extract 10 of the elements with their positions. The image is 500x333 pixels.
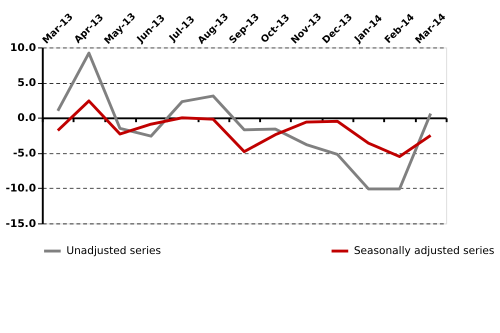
line-series [56, 99, 432, 158]
y-tick-label: 10.0 [10, 42, 36, 54]
y-tick-label: 5.0 [17, 77, 36, 89]
y-tick-label: -15.0 [6, 218, 36, 230]
y-tick-label: -10.0 [6, 182, 36, 195]
legend-label: Unadjusted series [66, 244, 162, 257]
y-tick-label: -5.0 [12, 147, 36, 160]
legend-label: Seasonally adjusted series [354, 244, 494, 257]
line-series [56, 52, 432, 190]
y-tick-label: 0.0 [17, 112, 36, 124]
